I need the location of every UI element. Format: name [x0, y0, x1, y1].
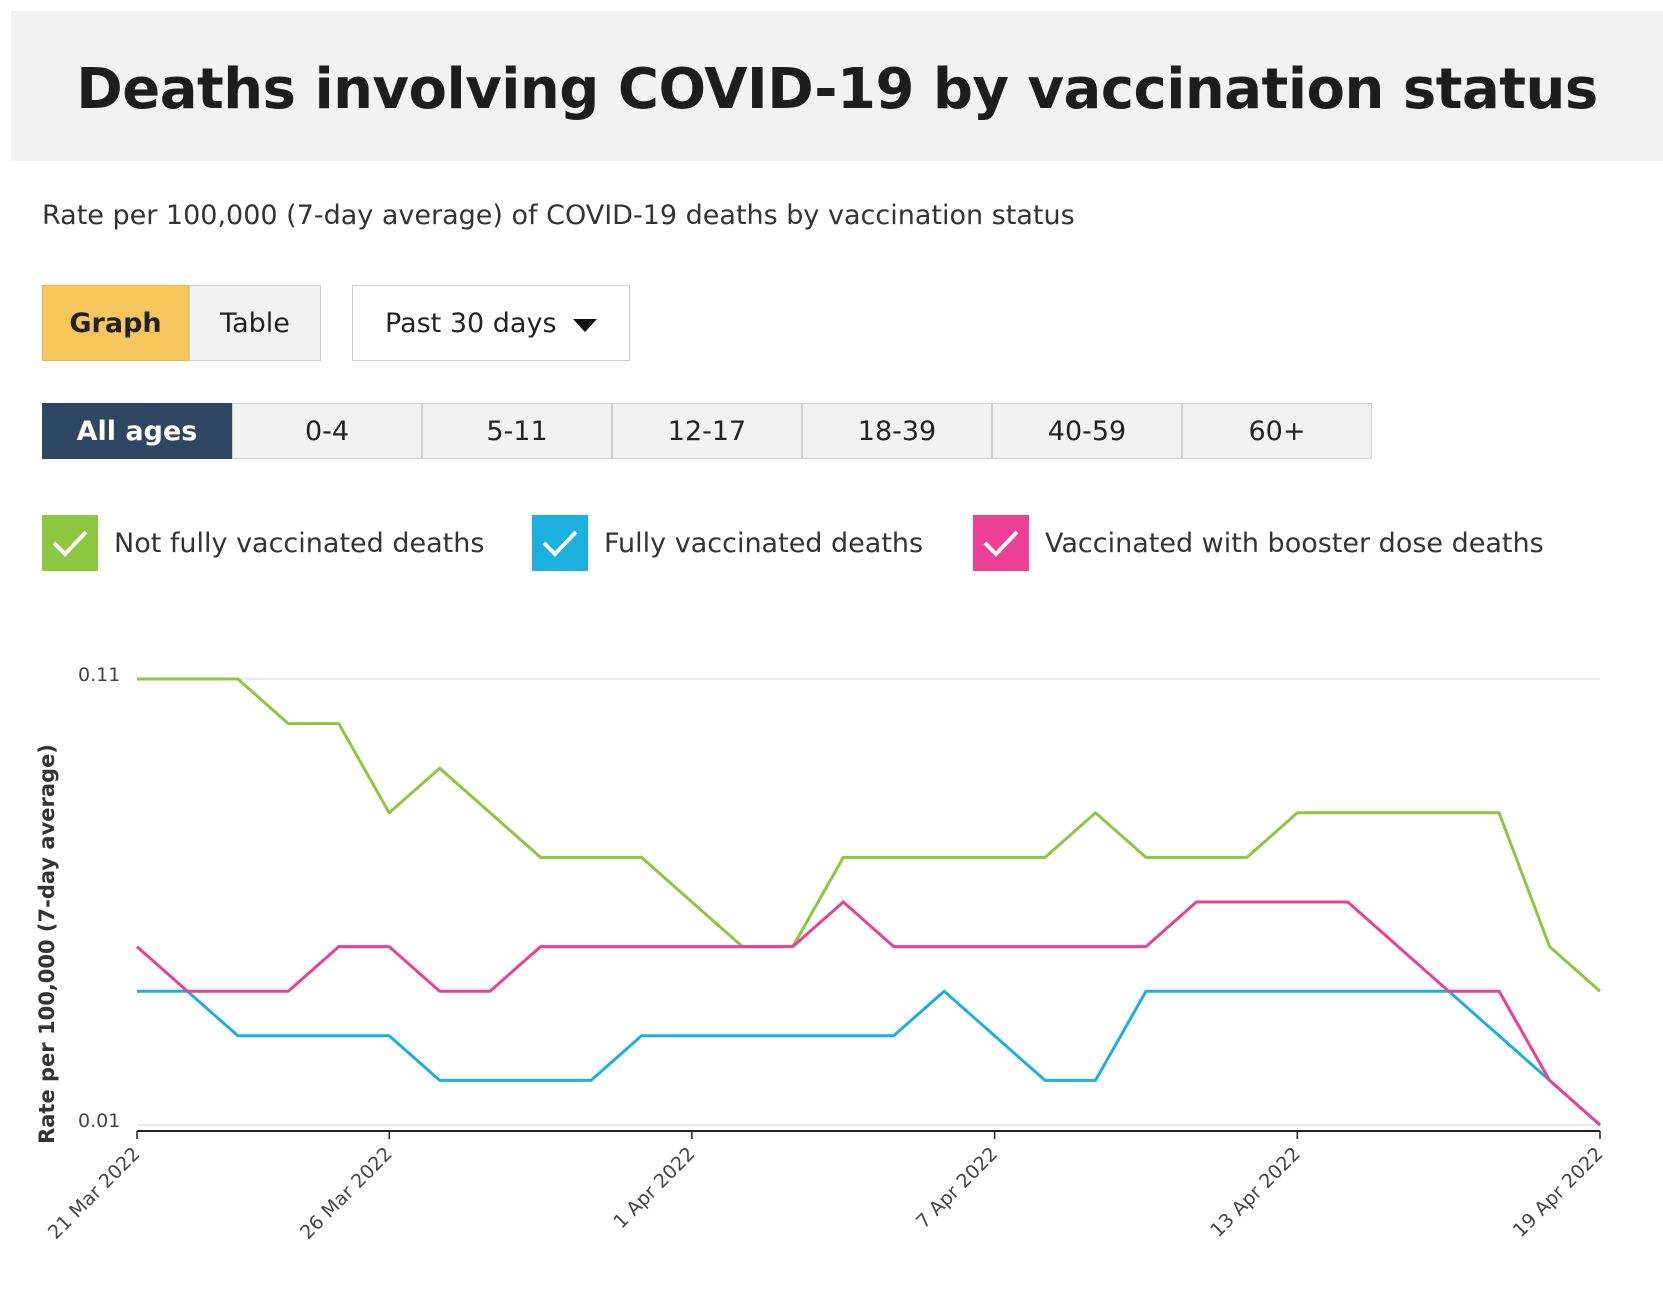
legend-checkbox[interactable]: [532, 515, 588, 571]
time-range-value: Past 30 days: [385, 307, 557, 339]
y-axis-label: Rate per 100,000 (7-day average): [35, 744, 59, 1144]
x-tick-label: 7 Apr 2022: [912, 1143, 1002, 1233]
check-icon: [52, 530, 88, 557]
age-tab-18-39[interactable]: 18-39: [802, 403, 992, 459]
series-line-vaccinated-with-booster-dose-deaths: [136, 900, 1601, 1127]
age-tab-5-11[interactable]: 5-11: [422, 403, 612, 459]
y-tick-label: 0.11: [78, 664, 120, 686]
chart-series: [136, 677, 1601, 1127]
check-icon: [542, 530, 578, 557]
x-tick-label: 19 Apr 2022: [1509, 1143, 1608, 1242]
page-title: Deaths involving COVID-19 by vaccination…: [76, 57, 1598, 122]
x-tick-label: 1 Apr 2022: [609, 1143, 699, 1233]
age-tab-all-ages[interactable]: All ages: [42, 403, 232, 459]
caret-down-icon: [573, 319, 597, 332]
x-tick-label: 26 Mar 2022: [296, 1143, 397, 1244]
chart-subtitle: Rate per 100,000 (7-day average) of COVI…: [42, 200, 1075, 231]
age-group-tabs: All ages 0-4 5-11 12-17 18-39 40-59 60+: [42, 403, 1372, 459]
legend-not-fully-vaccinated[interactable]: Not fully vaccinated deaths: [42, 515, 484, 571]
legend-booster[interactable]: Vaccinated with booster dose deaths: [973, 515, 1544, 571]
check-icon: [983, 530, 1019, 557]
line-chart: 0.11 0.01 21 Mar 2022 26 Mar 2022 1 Apr 2022…: [35, 664, 1608, 1244]
series-line-not-fully-vaccinated-deaths: [137, 677, 1601, 993]
age-tab-12-17[interactable]: 12-17: [612, 403, 802, 459]
x-tick-label: 21 Mar 2022: [44, 1143, 145, 1244]
chart-gridlines: [137, 678, 1600, 1126]
legend-label: Not fully vaccinated deaths: [114, 527, 485, 559]
y-tick-label: 0.01: [78, 1110, 120, 1132]
table-view-button[interactable]: Table: [189, 285, 321, 361]
legend-fully-vaccinated[interactable]: Fully vaccinated deaths: [532, 515, 923, 571]
age-tab-60-plus[interactable]: 60+: [1182, 403, 1372, 459]
graph-view-button[interactable]: Graph: [42, 285, 189, 361]
page-header: Deaths involving COVID-19 by vaccination…: [11, 11, 1663, 161]
age-tab-40-59[interactable]: 40-59: [992, 403, 1182, 459]
legend-label: Vaccinated with booster dose deaths: [1045, 527, 1544, 559]
legend-label: Fully vaccinated deaths: [604, 527, 924, 559]
legend-checkbox[interactable]: [973, 515, 1029, 571]
age-tab-0-4[interactable]: 0-4: [232, 403, 422, 459]
x-tick-label: 13 Apr 2022: [1206, 1143, 1305, 1242]
time-range-select[interactable]: Past 30 days: [352, 285, 630, 361]
chart-axes: 0.11 0.01 21 Mar 2022 26 Mar 2022 1 Apr 2022…: [44, 664, 1608, 1244]
legend-checkbox[interactable]: [42, 515, 98, 571]
series-line-fully-vaccinated-deaths: [137, 989, 1601, 1127]
